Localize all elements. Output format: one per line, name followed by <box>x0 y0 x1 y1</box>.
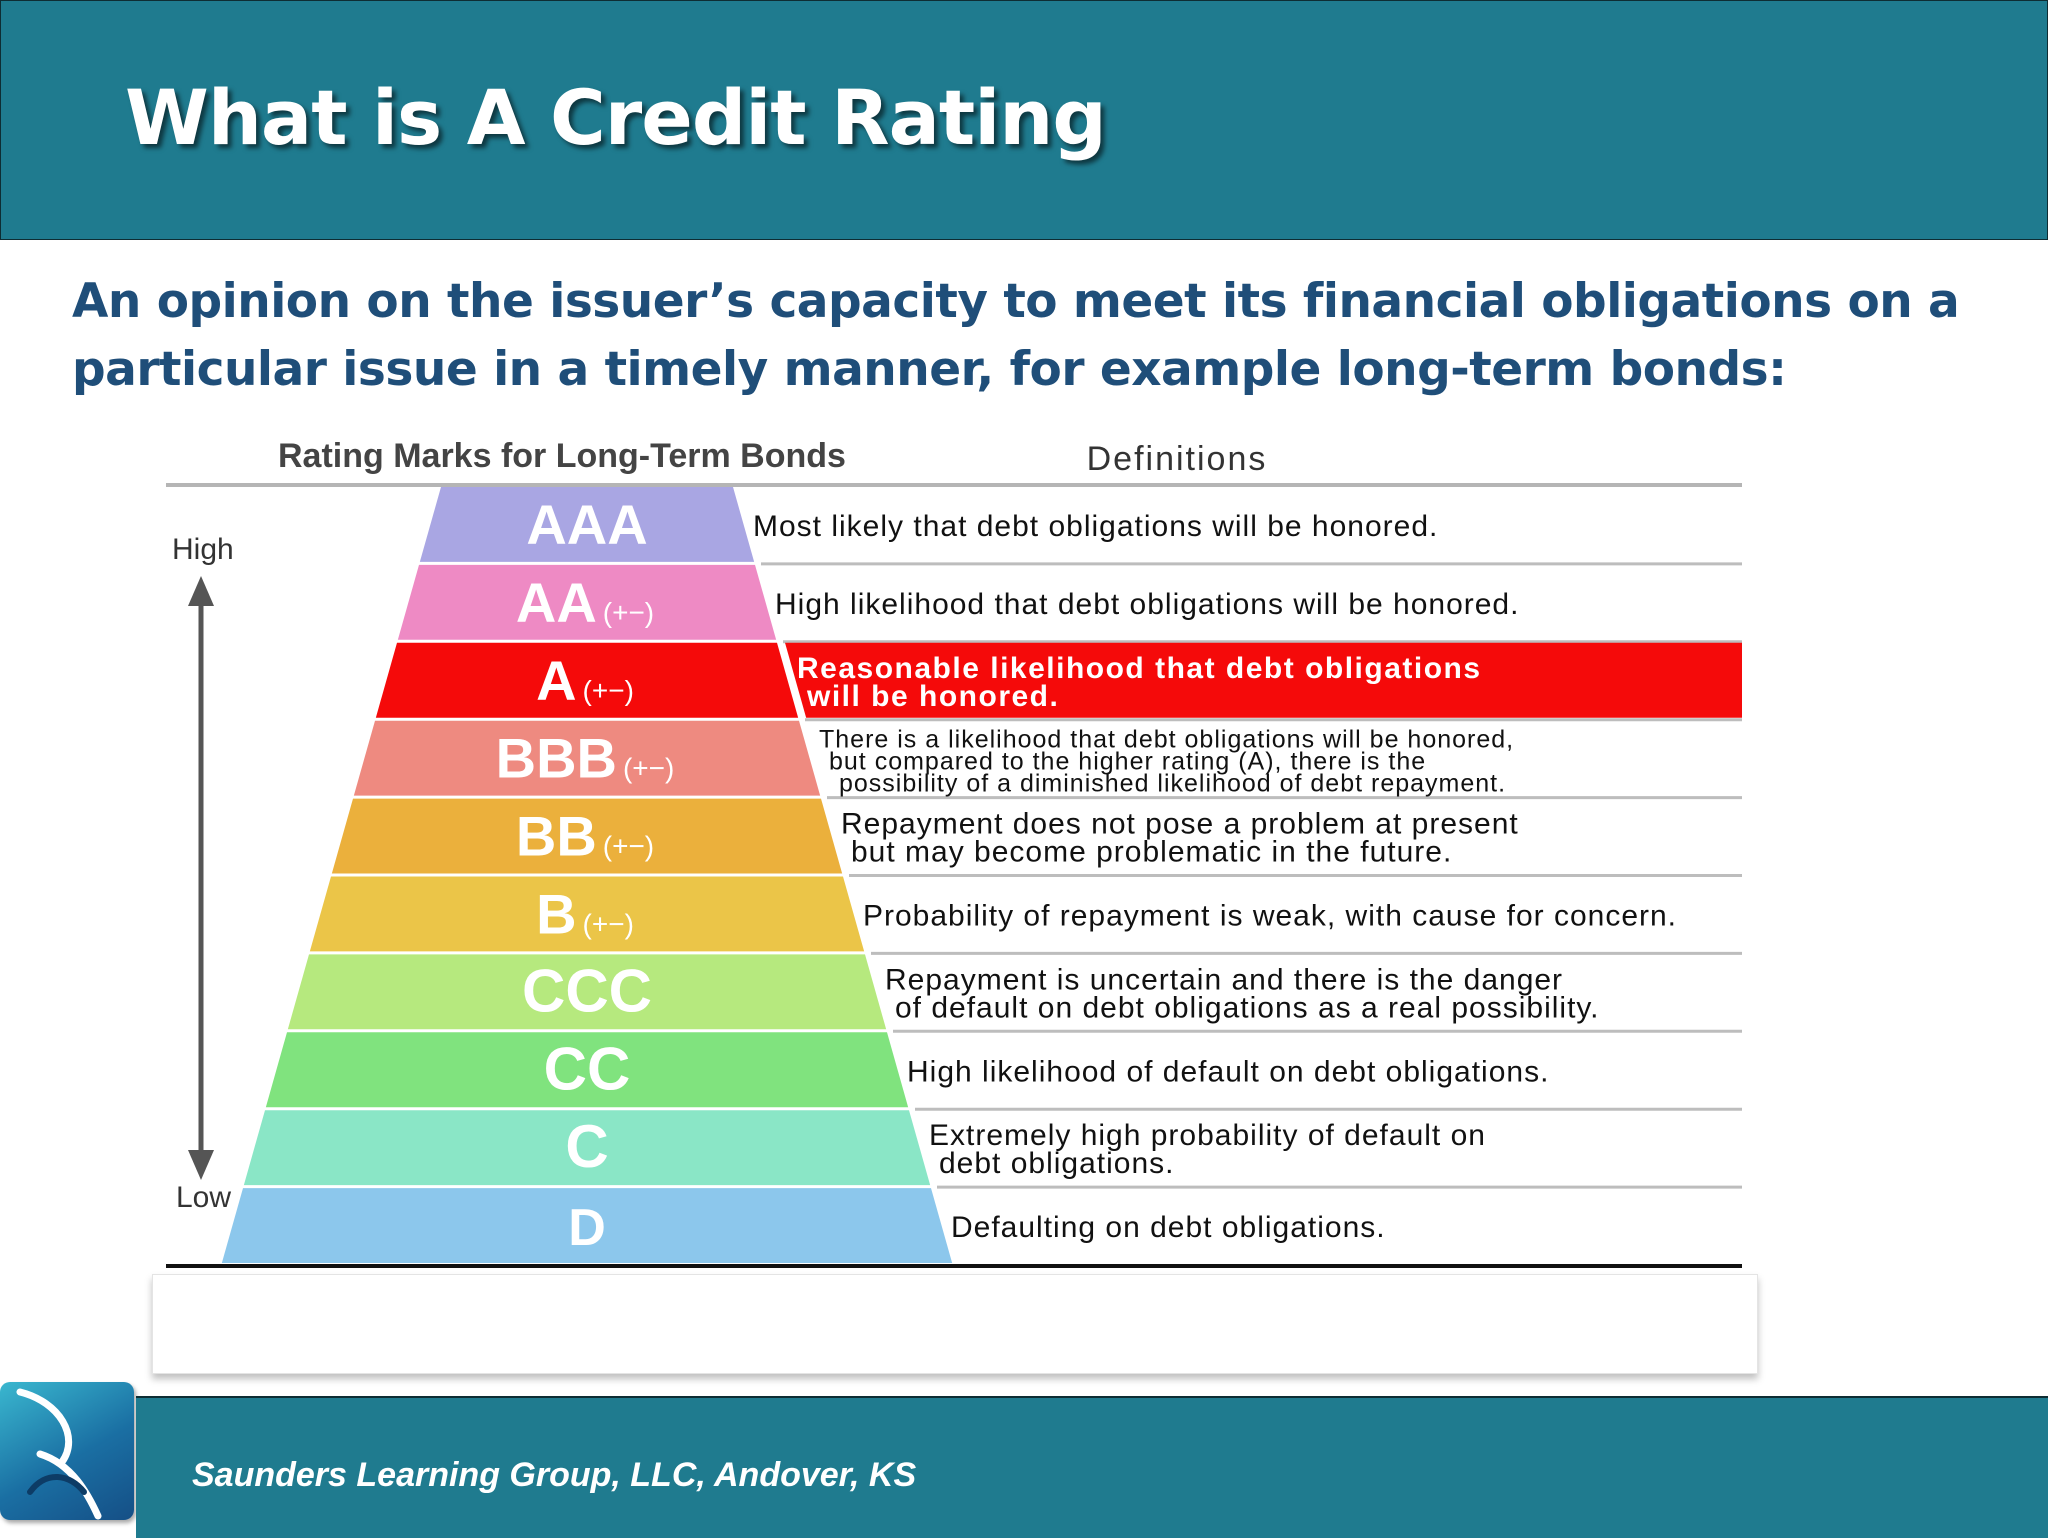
definition-c: debt obligations. <box>939 1147 1175 1180</box>
footer-text: Saunders Learning Group, LLC, Andover, K… <box>192 1456 917 1494</box>
definition-bb: but may become problematic in the future… <box>851 836 1452 869</box>
rating-tier-cc: CC High likelihood of default on debt obl… <box>265 1032 1742 1111</box>
tier-band-aa <box>397 564 777 640</box>
definition-bbb: There is a likelihood that debt obligati… <box>819 726 1514 754</box>
definition-a: Reasonable likelihood that debt obligati… <box>797 652 1482 685</box>
rating-tier-aaa: AAA Most likely that debt obligations wil… <box>419 487 1742 566</box>
rating-tier-bbb: BBB (+−) There is a likelihood that debt o… <box>353 720 1742 800</box>
definition-a: will be honored. <box>806 680 1059 713</box>
rating-tier-b: B (+−) Probability of repayment is weak, w… <box>309 876 1742 955</box>
slide-title: What is A Credit Rating <box>125 73 1107 162</box>
grade-label-bbb: BBB (+−) <box>496 727 675 790</box>
title-banner: What is A Credit Rating <box>0 0 2048 240</box>
company-logo <box>0 1382 134 1520</box>
grade-label-cc: CC <box>544 1035 631 1102</box>
rating-tier-d: D Defaulting on debt obligations. <box>221 1188 1386 1263</box>
figure-card <box>152 1274 1758 1374</box>
credit-rating-pyramid: Rating Marks for Long-Term Bonds Definit… <box>166 437 1742 1268</box>
tier-band-bbb <box>353 720 821 796</box>
swoosh-logo-icon <box>16 1388 102 1520</box>
definition-d: Defaulting on debt obligations. <box>951 1211 1386 1244</box>
grade-label-d: D <box>568 1199 606 1257</box>
definition-aa: High likelihood that debt obligations wi… <box>775 588 1519 621</box>
grade-label-a: A (+−) <box>536 649 634 712</box>
rating-tier-ccc: CCC Repayment is uncertain and there is t… <box>287 954 1742 1033</box>
grade-label-b: B (+−) <box>536 882 634 945</box>
definition-bbb: but compared to the higher rating (A), t… <box>829 748 1426 776</box>
definition-c: Extremely high probability of default on <box>929 1119 1486 1152</box>
grade-label-aaa: AAA <box>526 493 647 556</box>
tier-band-cc <box>265 1032 909 1108</box>
tier-band-c <box>243 1110 931 1186</box>
rating-tier-c: C Extremely high probability of default o… <box>243 1110 1742 1189</box>
grade-label-c: C <box>565 1113 608 1180</box>
grade-label-ccc: CCC <box>522 957 652 1024</box>
tier-band-aaa <box>419 487 755 562</box>
tier-band-ccc <box>287 954 887 1030</box>
definition-ccc: Repayment is uncertain and there is the … <box>885 963 1563 996</box>
header-rating-marks: Rating Marks for Long-Term Bonds <box>278 437 846 475</box>
chart-frame: Rating Marks for Long-Term Bonds Definit… <box>166 437 1742 1268</box>
definition-b: Probability of repayment is weak, with c… <box>863 899 1677 932</box>
tier-band-d <box>221 1188 953 1263</box>
definition-cc: High likelihood of default on debt oblig… <box>907 1055 1549 1088</box>
arrow-down-icon <box>188 1150 214 1180</box>
definition-bb: Repayment does not pose a problem at pre… <box>841 808 1519 841</box>
rating-tier-aa: AA (+−) High likelihood that debt obligati… <box>397 564 1742 644</box>
definition-bbb: possibility of a diminished likelihood o… <box>839 770 1506 798</box>
tier-band-bb <box>331 798 843 874</box>
definition-ccc: of default on debt obligations as a real… <box>895 991 1600 1024</box>
rating-tier-bb: BB (+−) Repayment does not pose a problem … <box>331 798 1742 877</box>
rating-tiers: AAA Most likely that debt obligations wil… <box>221 487 1742 1263</box>
axis-label-high: High <box>172 533 234 566</box>
arrow-up-icon <box>188 576 214 606</box>
axis-label-low: Low <box>176 1181 231 1214</box>
slide-subtitle: An opinion on the issuer’s capacity to m… <box>72 274 1960 397</box>
grade-label-aa: AA (+−) <box>516 571 654 634</box>
tier-band-b <box>309 876 865 952</box>
definition-aaa: Most likely that debt obligations will b… <box>753 510 1438 543</box>
definition-highlight <box>785 642 1742 718</box>
grade-label-bb: BB (+−) <box>516 805 654 868</box>
header-definitions: Definitions <box>1087 440 1268 478</box>
rating-tier-a: A (+−) Reasonable likelihood that debt obl… <box>375 642 1742 722</box>
tier-band-a <box>375 642 799 718</box>
footer-bar: Saunders Learning Group, LLC, Andover, K… <box>136 1396 2048 1538</box>
